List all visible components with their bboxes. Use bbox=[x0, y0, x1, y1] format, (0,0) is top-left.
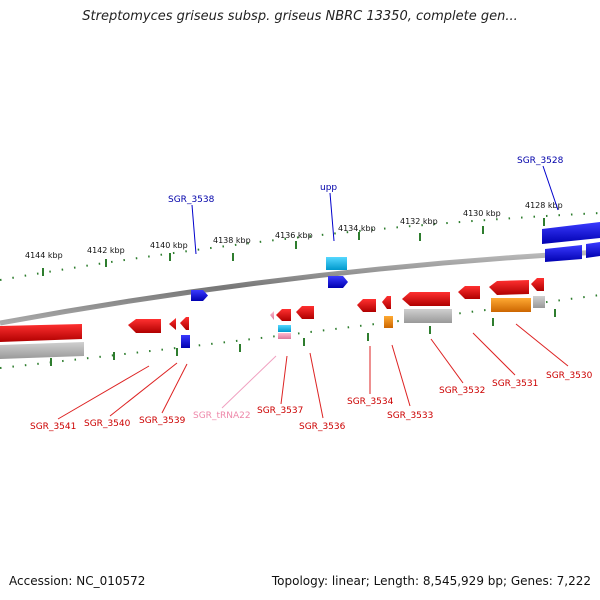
label-sgr-3531[interactable]: SGR_3531 bbox=[492, 379, 538, 389]
gene-sgr-3541 bbox=[0, 324, 82, 342]
leader-sgr-3532 bbox=[430, 338, 464, 384]
ruler-label: 4138 kbp bbox=[213, 236, 251, 245]
pseudo-sgr-3530 bbox=[533, 296, 545, 308]
label-sgr-3538[interactable]: SGR_3538 bbox=[168, 195, 215, 205]
label-sgr-3540[interactable]: SGR_3540 bbox=[84, 419, 131, 429]
ruler-label: 4144 kbp bbox=[25, 251, 63, 260]
feature-sgr-3533 bbox=[384, 316, 393, 328]
ruler-label: 4142 kbp bbox=[87, 246, 125, 255]
gene-sgr-3533 bbox=[382, 296, 391, 309]
label-sgr-3541[interactable]: SGR_3541 bbox=[30, 422, 76, 432]
gene-sgr-3532b bbox=[458, 286, 480, 299]
leader-sgr-3536 bbox=[309, 352, 324, 419]
leader-sgr-3530 bbox=[515, 323, 569, 367]
gene-upp bbox=[326, 257, 347, 270]
label-sgr-3528[interactable]: SGR_3528 bbox=[517, 156, 564, 166]
gene-sgr-3534 bbox=[357, 299, 376, 312]
leader-sgr-3533 bbox=[391, 344, 411, 407]
leader-sgr-3539 bbox=[161, 363, 188, 414]
gene-sgr-3539 bbox=[169, 318, 176, 330]
leader-sgr-3528 bbox=[542, 165, 559, 211]
ruler-label: 4130 kbp bbox=[463, 209, 501, 218]
feature-sgr-3531 bbox=[491, 298, 531, 312]
leader-sgr-3541 bbox=[57, 365, 150, 420]
trna-sgr-trna22 bbox=[270, 311, 274, 320]
gene-sgr-3540 bbox=[128, 319, 161, 333]
gene-sgr-3539b bbox=[181, 335, 190, 348]
ruler-label: 4128 kbp bbox=[525, 201, 563, 210]
topology-label: Topology: linear; Length: 8,545,929 bp; … bbox=[271, 574, 591, 588]
leader-sgr-3537 bbox=[280, 355, 288, 405]
gene-sgr-3532 bbox=[402, 292, 450, 306]
ruler-label: 4136 kbp bbox=[275, 231, 313, 240]
label-sgr-trna22[interactable]: SGR_tRNA22 bbox=[193, 411, 251, 421]
leader-sgr-trna22 bbox=[221, 355, 277, 409]
gene-sgr-3539c bbox=[180, 317, 189, 330]
pseudo-sgr-3532 bbox=[404, 309, 452, 323]
top-leaders bbox=[191, 165, 559, 255]
gene-sgr-3526 bbox=[586, 242, 600, 258]
label-sgr-3536[interactable]: SGR_3536 bbox=[299, 422, 346, 432]
bottom-leaders bbox=[57, 323, 569, 420]
leader-upp bbox=[329, 192, 335, 242]
gene-sgr-3527 bbox=[545, 245, 582, 262]
gene-sgr-3537 bbox=[276, 309, 291, 321]
gene-sgr-3538 bbox=[191, 290, 208, 301]
leader-sgr-3540 bbox=[109, 362, 178, 417]
gene-sgr-3535 bbox=[328, 276, 348, 288]
ruler-upper-major-ticks bbox=[42, 218, 545, 276]
ruler-label: 4134 kbp bbox=[338, 224, 376, 233]
label-sgr-3534[interactable]: SGR_3534 bbox=[347, 397, 394, 407]
accession-label: Accession: NC_010572 bbox=[9, 574, 146, 588]
gene-sgr-3530 bbox=[531, 278, 544, 291]
leader-sgr-3531 bbox=[472, 332, 516, 376]
ruler-lower-major-ticks bbox=[50, 309, 556, 366]
gene-sgr-3528 bbox=[542, 222, 600, 244]
ruler-label: 4140 kbp bbox=[150, 241, 188, 250]
label-sgr-3532[interactable]: SGR_3532 bbox=[439, 386, 485, 396]
leader-sgr-3538 bbox=[191, 204, 197, 255]
other-features[interactable] bbox=[0, 296, 545, 359]
ruler-label: 4132 kbp bbox=[400, 217, 438, 226]
forward-genes[interactable] bbox=[181, 222, 600, 348]
label-sgr-3530[interactable]: SGR_3530 bbox=[546, 371, 593, 381]
label-upp[interactable]: upp bbox=[320, 183, 337, 193]
gene-sgr-3531 bbox=[489, 280, 529, 295]
label-sgr-3533[interactable]: SGR_3533 bbox=[387, 411, 433, 421]
feature-sgr-3537b bbox=[278, 325, 291, 332]
gene-sgr-3536 bbox=[296, 306, 314, 319]
label-sgr-3537[interactable]: SGR_3537 bbox=[257, 406, 303, 416]
genome-backbone bbox=[0, 249, 600, 326]
map-title: Streptomyces griseus subsp. griseus NBRC… bbox=[82, 9, 518, 24]
feature-sgr-3537c bbox=[278, 333, 291, 339]
reverse-genes[interactable] bbox=[0, 278, 544, 342]
pseudo-sgr-3541 bbox=[0, 342, 84, 359]
label-sgr-3539[interactable]: SGR_3539 bbox=[139, 416, 186, 426]
